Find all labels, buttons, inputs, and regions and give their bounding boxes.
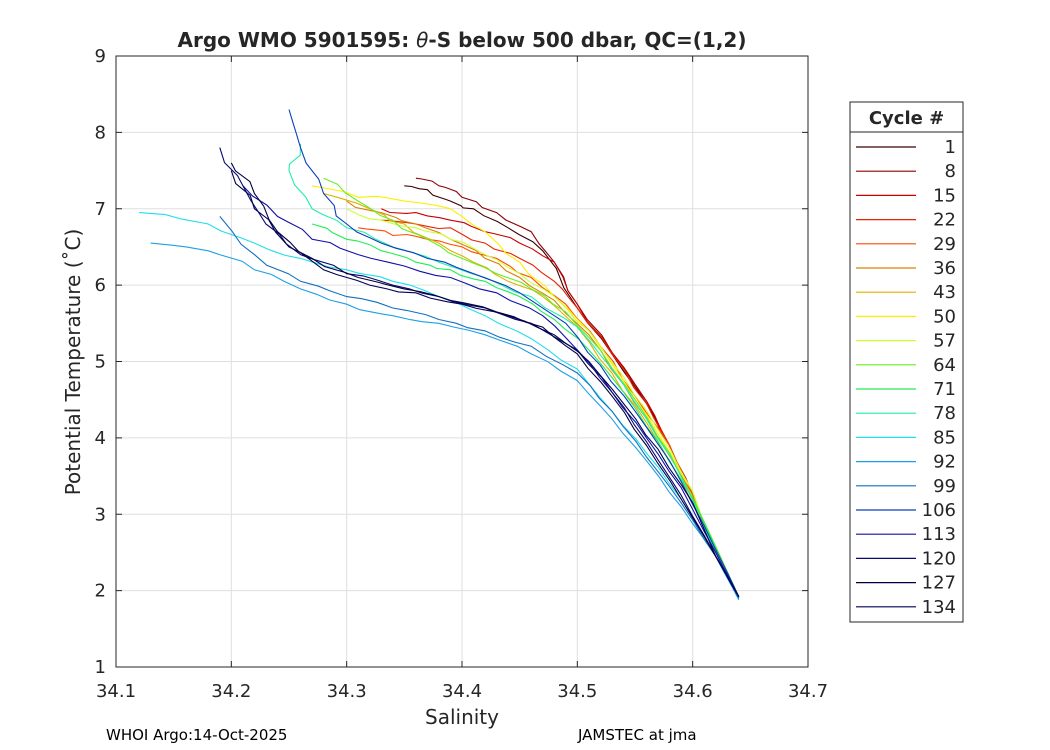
series-line-cycle-78 (288, 143, 740, 599)
legend-label-8: 8 (945, 161, 956, 182)
y-tick-label: 7 (95, 199, 106, 220)
series-line-cycle-50 (312, 185, 740, 597)
series-line-cycle-134 (230, 170, 740, 597)
series-line-cycle-99 (219, 216, 740, 599)
x-tick-label: 34.6 (673, 681, 713, 702)
y-tick-label: 3 (95, 504, 106, 525)
legend-label-15: 15 (933, 185, 956, 206)
legend-label-120: 120 (922, 548, 956, 569)
y-tick-label: 8 (95, 122, 106, 143)
x-tick-label: 34.7 (788, 681, 828, 702)
y-tick-label: 9 (95, 46, 106, 67)
legend-box (849, 101, 964, 623)
y-axis-label: Potential Temperature (˚C) (61, 229, 85, 496)
series-line-cycle-92 (150, 242, 740, 601)
y-tick-label: 5 (95, 352, 106, 373)
series-line-cycle-120 (219, 147, 740, 597)
legend-label-36: 36 (933, 258, 956, 279)
series-line-cycle-43 (323, 192, 740, 597)
legend-label-50: 50 (933, 306, 956, 327)
legend-label-29: 29 (933, 234, 956, 255)
series-line-cycle-29 (358, 227, 740, 597)
plot-area: 34.1 34.2 34.3 34.4 34.5 34.6 34.7 1 2 3 4 5 6 7 8 9 (95, 46, 828, 702)
legend-label-127: 127 (922, 573, 956, 594)
legend: Cycle #1 8 15 22 29 36 43 50 57 64 71 78 85 92 99 106 11… (849, 101, 964, 623)
chart-title: Argo WMO 5901595: θ-S below 500 dbar, QC… (178, 28, 747, 52)
legend-label-92: 92 (933, 452, 956, 473)
series-line-cycle-57 (346, 208, 740, 597)
x-tick-label: 34.5 (557, 681, 597, 702)
series-line-cycle-15 (381, 208, 740, 597)
series-line-cycle-71 (311, 223, 740, 597)
series-line-cycle-36 (346, 200, 740, 597)
series-line-cycle-1 (404, 185, 740, 599)
y-tick-label: 2 (95, 581, 106, 602)
legend-label-71: 71 (933, 379, 956, 400)
legend-label-78: 78 (933, 403, 956, 424)
legend-label-57: 57 (933, 331, 956, 352)
series-line-cycle-64 (323, 177, 740, 597)
x-tick-label: 34.2 (211, 681, 251, 702)
y-tick-label: 4 (95, 428, 106, 449)
x-axis-label: Salinity (425, 705, 499, 729)
series-line-cycle-106 (288, 109, 740, 597)
legend-label-113: 113 (922, 524, 956, 545)
series-line-cycle-85 (139, 212, 740, 601)
footer-left: WHOI Argo:14-Oct-2025 (106, 726, 288, 744)
legend-label-22: 22 (933, 210, 956, 231)
legend-label-134: 134 (922, 597, 956, 618)
x-tick-label: 34.4 (442, 681, 482, 702)
series-line-cycle-127 (230, 162, 740, 597)
legend-label-43: 43 (933, 282, 956, 303)
legend-label-64: 64 (933, 355, 956, 376)
footer-right: JAMSTEC at jma (578, 726, 697, 744)
legend-label-106: 106 (922, 500, 956, 521)
x-tick-label: 34.1 (96, 681, 136, 702)
legend-label-99: 99 (933, 476, 956, 497)
y-tick-label: 1 (95, 657, 106, 678)
legend-label-85: 85 (933, 427, 956, 448)
legend-title: Cycle # (869, 108, 944, 129)
y-tick-label: 6 (95, 275, 106, 296)
x-tick-label: 34.3 (327, 681, 367, 702)
series-line-cycle-113 (242, 185, 740, 597)
legend-label-1: 1 (945, 137, 956, 158)
